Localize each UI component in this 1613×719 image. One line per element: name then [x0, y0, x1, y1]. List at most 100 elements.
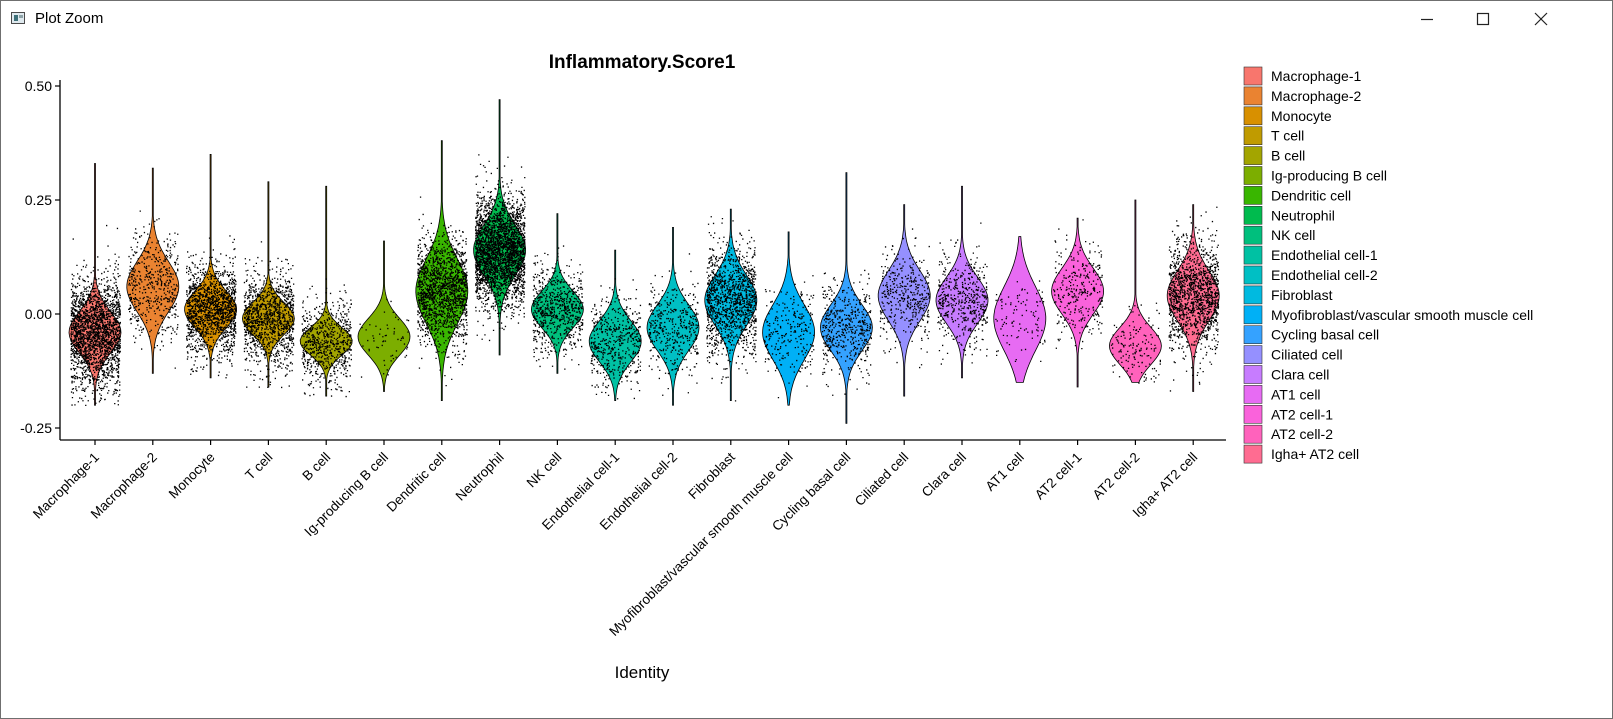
- violin-18: [1108, 199, 1162, 383]
- x-tick-label: Clara cell: [919, 450, 969, 500]
- points-17: [1053, 219, 1104, 350]
- violin-points-12: [764, 275, 815, 399]
- violin-points-18: [1110, 302, 1161, 384]
- legend-swatch-6: [1243, 186, 1263, 205]
- maximize-icon: [1476, 12, 1490, 26]
- y-tick-label: -0.25: [20, 420, 52, 436]
- x-tick-label: Fibroblast: [685, 449, 738, 502]
- legend-label-19: Igha+ AT2 cell: [1271, 446, 1359, 462]
- legend-label-18: AT2 cell-2: [1271, 426, 1333, 442]
- legend-label-12: Myofibroblast/vascular smooth muscle cel…: [1271, 307, 1533, 323]
- points-12: [764, 275, 815, 399]
- legend-swatch-2: [1243, 106, 1263, 126]
- legend-swatch-17: [1243, 404, 1263, 424]
- violin-points-19: [1168, 206, 1220, 392]
- violin-points-13: [821, 269, 872, 396]
- violin-17: [1051, 217, 1105, 388]
- legend-swatch-7: [1243, 206, 1263, 225]
- violin-points-8: [532, 245, 584, 370]
- points-3: [243, 241, 295, 389]
- legend-label-9: Endothelial cell-1: [1271, 247, 1378, 263]
- violin-points-9: [590, 278, 642, 400]
- violin-12: [762, 231, 816, 406]
- violin-8: [530, 213, 584, 374]
- violins-layer: [68, 99, 1220, 424]
- points-8: [532, 245, 584, 370]
- violin-5: [357, 240, 411, 392]
- violin-19: [1166, 204, 1220, 392]
- legend-label-14: Ciliated cell: [1271, 347, 1343, 363]
- violin-16: [993, 236, 1047, 383]
- legend-label-5: Ig-producing B cell: [1271, 168, 1387, 184]
- violin-points-6: [417, 196, 468, 387]
- legend-swatch-12: [1243, 305, 1263, 325]
- legend-label-2: Monocyte: [1271, 108, 1332, 124]
- points-9: [590, 278, 642, 400]
- legend-swatch-5: [1243, 166, 1263, 185]
- legend-swatch-4: [1243, 146, 1263, 165]
- legend-swatch-15: [1243, 365, 1263, 384]
- legend-swatch-0: [1243, 66, 1263, 86]
- y-tick-label: 0.00: [25, 306, 52, 322]
- legend-swatch-11: [1243, 285, 1263, 305]
- x-tick-label: Dendritic cell: [384, 450, 449, 515]
- close-icon: [1534, 12, 1548, 26]
- points-18: [1110, 302, 1161, 384]
- legend-label-6: Dendritic cell: [1271, 187, 1351, 203]
- legend-label-11: Fibroblast: [1271, 287, 1333, 303]
- points-11: [706, 216, 757, 402]
- legend-swatch-16: [1243, 385, 1263, 404]
- violin-points-2: [186, 235, 237, 379]
- legend-swatch-18: [1243, 424, 1263, 444]
- legend-label-17: AT2 cell-1: [1271, 406, 1333, 422]
- axes-layer: [59, 80, 1226, 441]
- violin-points-14: [879, 228, 931, 369]
- close-button[interactable]: [1513, 1, 1569, 37]
- legend-swatch-14: [1243, 345, 1263, 364]
- points-13: [821, 269, 872, 396]
- minimize-icon: [1421, 18, 1433, 21]
- x-tick-label: AT2 cell-1: [1032, 450, 1085, 503]
- points-19: [1168, 206, 1220, 392]
- legend-swatch-10: [1243, 265, 1263, 285]
- violin-points-3: [243, 241, 295, 389]
- minimize-button[interactable]: [1399, 1, 1455, 37]
- legend: Macrophage-1 Macrophage-2 Monocyte T cell B …: [1243, 66, 1533, 464]
- violin-points-11: [706, 216, 757, 402]
- y-ticks: 0.50 0.25 0.00 -0.25: [20, 78, 60, 436]
- legend-label-4: B cell: [1271, 148, 1305, 164]
- plot-zoom-app-icon: [11, 12, 25, 24]
- legend-swatch-9: [1243, 245, 1263, 265]
- legend-swatch-8: [1243, 225, 1263, 245]
- points-15: [937, 222, 988, 365]
- legend-label-8: NK cell: [1271, 227, 1315, 243]
- points-0: [70, 224, 121, 406]
- violin-6: [415, 140, 469, 401]
- legend-label-10: Endothelial cell-2: [1271, 267, 1378, 283]
- x-axis-label: Identity: [615, 663, 670, 682]
- maximize-button[interactable]: [1455, 1, 1511, 37]
- legend-label-16: AT1 cell: [1271, 386, 1321, 402]
- x-tick-label: T cell: [242, 450, 275, 483]
- violin-10: [646, 227, 700, 406]
- points-4: [301, 278, 352, 398]
- legend-swatch-3: [1243, 126, 1263, 145]
- violin-points-17: [1053, 219, 1104, 350]
- violin-0: [68, 163, 122, 406]
- legend-swatch-13: [1243, 325, 1263, 345]
- violin-points-15: [937, 222, 988, 365]
- points-6: [417, 196, 468, 387]
- x-tick-label: NK cell: [524, 450, 565, 491]
- violin-points-1: [128, 210, 179, 369]
- y-tick-label: 0.50: [25, 78, 52, 94]
- violin-plot: Inflammatory.Score1 0.50 0.25 0.00 -0.25 Ma…: [20, 52, 1533, 682]
- window-title: Plot Zoom: [35, 10, 104, 27]
- violin-1: [126, 167, 180, 374]
- points-2: [186, 235, 237, 379]
- title-bar[interactable]: Plot Zoom: [1, 1, 1612, 37]
- chart-title: Inflammatory.Score1: [549, 52, 736, 73]
- legend-label-7: Neutrophil: [1271, 207, 1335, 223]
- legend-swatch-1: [1243, 86, 1263, 106]
- x-tick-label: Monocyte: [166, 450, 218, 502]
